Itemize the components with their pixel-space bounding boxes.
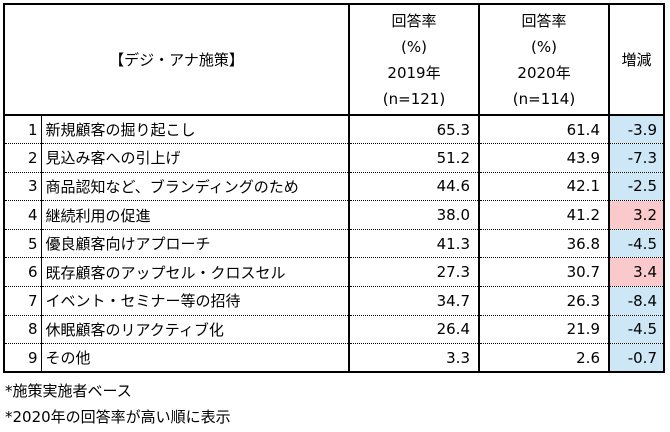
table-row: 3 商品認知など、ブランディングのため 44.6 42.1 -2.5 [4, 171, 664, 201]
value-2020: 36.8 [479, 228, 610, 258]
table-row: 4 継続利用の促進 38.0 41.2 3.2 [4, 200, 664, 230]
value-2020: 61.4 [479, 115, 610, 144]
row-number: 6 [4, 257, 42, 287]
row-number: 7 [4, 286, 42, 316]
row-label: 継続利用の促進 [41, 200, 350, 230]
footnotes: *施策実施者ベース *2020年の回答率が高い順に表示 [5, 378, 670, 430]
header-strategy: 【デジ・アナ施策】 [4, 4, 350, 116]
table-row: 2 見込み客への引上げ 51.2 43.9 -7.3 [4, 143, 664, 173]
table-header: 【デジ・アナ施策】 回答率 (%) 2019年 (n=121) 回答率 (%) … [4, 4, 664, 116]
row-label: イベント・セミナー等の招待 [41, 286, 350, 316]
value-change: -8.4 [609, 286, 664, 316]
row-label: 休眠顧客のリアクティブ化 [41, 314, 350, 344]
value-2020: 41.2 [479, 200, 610, 230]
value-2020: 42.1 [479, 171, 610, 201]
table-row: 9 その他 3.3 2.6 -0.7 [4, 343, 664, 373]
table-row: 6 既存顧客のアップセル・クロスセル 27.3 30.7 3.4 [4, 257, 664, 287]
row-number: 9 [4, 343, 42, 373]
value-2019: 44.6 [349, 171, 480, 201]
value-2020: 26.3 [479, 286, 610, 316]
value-2020: 30.7 [479, 257, 610, 287]
row-number: 5 [4, 228, 42, 258]
row-number: 1 [4, 115, 42, 144]
footnote-base: *施策実施者ベース [5, 382, 132, 401]
value-2020: 43.9 [479, 143, 610, 173]
row-label: 見込み客への引上げ [41, 143, 350, 173]
table-row: 1 新規顧客の掘り起こし 65.3 61.4 -3.9 [4, 115, 664, 144]
value-2019: 65.3 [349, 115, 480, 144]
header-2020-rate: 回答率 (%) 2020年 (n=114) [479, 4, 610, 116]
value-change: -7.3 [609, 143, 664, 173]
value-change: -2.5 [609, 171, 664, 201]
value-2019: 41.3 [349, 228, 480, 258]
header-row: 【デジ・アナ施策】 回答率 (%) 2019年 (n=121) 回答率 (%) … [4, 4, 664, 116]
row-number: 2 [4, 143, 42, 173]
table-row: 5 優良顧客向けアプローチ 41.3 36.8 -4.5 [4, 228, 664, 258]
value-2020: 21.9 [479, 314, 610, 344]
header-change: 増減 [609, 4, 664, 116]
row-label: 優良顧客向けアプローチ [41, 228, 350, 258]
value-change: -0.7 [609, 343, 664, 373]
table-body: 1 新規顧客の掘り起こし 65.3 61.4 -3.9 2 見込み客への引上げ … [4, 115, 664, 373]
row-number: 3 [4, 171, 42, 201]
value-2019: 51.2 [349, 143, 480, 173]
value-change: -4.5 [609, 314, 664, 344]
row-label: その他 [41, 343, 350, 373]
digi-ana-survey-table: 【デジ・アナ施策】 回答率 (%) 2019年 (n=121) 回答率 (%) … [3, 3, 665, 374]
row-number: 8 [4, 314, 42, 344]
value-2019: 3.3 [349, 343, 480, 373]
value-change: -4.5 [609, 228, 664, 258]
value-change: 3.4 [609, 257, 664, 287]
row-number: 4 [4, 200, 42, 230]
row-label: 商品認知など、ブランディングのため [41, 171, 350, 201]
value-2019: 26.4 [349, 314, 480, 344]
value-change: 3.2 [609, 200, 664, 230]
row-label: 既存顧客のアップセル・クロスセル [41, 257, 350, 287]
value-2019: 27.3 [349, 257, 480, 287]
value-2020: 2.6 [479, 343, 610, 373]
table-row: 7 イベント・セミナー等の招待 34.7 26.3 -8.4 [4, 286, 664, 316]
table-row: 8 休眠顧客のリアクティブ化 26.4 21.9 -4.5 [4, 314, 664, 344]
header-2019-rate: 回答率 (%) 2019年 (n=121) [349, 4, 480, 116]
value-change: -3.9 [609, 115, 664, 144]
footnote-sort-order: *2020年の回答率が高い順に表示 [5, 408, 231, 427]
row-label: 新規顧客の掘り起こし [41, 115, 350, 144]
value-2019: 38.0 [349, 200, 480, 230]
value-2019: 34.7 [349, 286, 480, 316]
